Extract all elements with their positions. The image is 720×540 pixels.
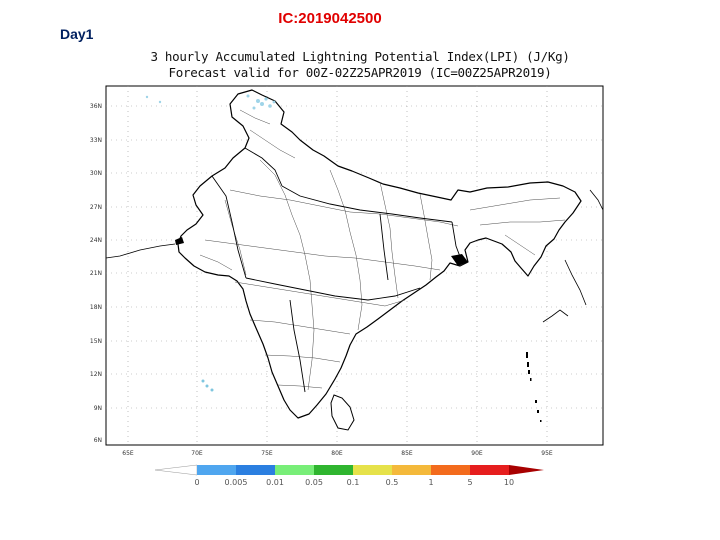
state-boundaries xyxy=(211,147,463,393)
lat-tick-label: 9N xyxy=(94,405,102,412)
initial-condition-label: IC:2019042500 xyxy=(278,10,382,27)
lat-tick-label: 18N xyxy=(90,304,102,311)
neighbouring-coastlines xyxy=(105,189,604,323)
colorbar-segment xyxy=(392,465,431,475)
day-label: Day1 xyxy=(60,26,94,42)
lakshadweep-spots xyxy=(201,379,214,392)
lat-tick-label: 36N xyxy=(90,103,102,110)
kutch-region xyxy=(175,237,184,245)
lat-tick-label: 6N xyxy=(94,437,102,444)
lat-tick-label: 24N xyxy=(90,237,102,244)
latitude-tick-labels: 36N 33N 30N 27N 24N 21N 18N 15N 12N 9N 6N xyxy=(90,103,102,444)
lightning-potential-spots xyxy=(145,94,276,110)
map-title-line1: 3 hourly Accumulated Lightning Potential… xyxy=(150,49,570,64)
colorbar-label: 10 xyxy=(504,478,514,487)
lat-tick-label: 15N xyxy=(90,338,102,345)
lon-tick-label: 75E xyxy=(261,450,273,457)
lon-tick-label: 90E xyxy=(471,450,483,457)
lon-tick-label: 95E xyxy=(541,450,553,457)
colorbar-segment xyxy=(470,465,509,475)
lat-tick-label: 12N xyxy=(90,371,102,378)
lon-tick-label: 80E xyxy=(331,450,343,457)
lat-tick-label: 30N xyxy=(90,170,102,177)
colorbar-label: 0.01 xyxy=(266,478,284,487)
lpi-colorbar: 0 0.005 0.01 0.05 0.1 0.5 1 5 10 xyxy=(154,464,544,487)
colorbar-high-end xyxy=(509,465,544,475)
colorbar-segment xyxy=(275,465,314,475)
sri-lanka-outline xyxy=(330,394,355,431)
lon-tick-label: 65E xyxy=(122,450,134,457)
colorbar-label: 0.1 xyxy=(347,478,360,487)
lat-tick-label: 33N xyxy=(90,137,102,144)
colorbar-label: 0.5 xyxy=(386,478,399,487)
lon-tick-label: 85E xyxy=(401,450,413,457)
india-outline xyxy=(177,89,582,419)
colorbar-segment xyxy=(197,465,236,475)
colorbar-segment xyxy=(314,465,353,475)
colorbar-segment xyxy=(236,465,275,475)
lon-tick-label: 70E xyxy=(191,450,203,457)
lat-tick-label: 27N xyxy=(90,204,102,211)
map-title-line2: Forecast valid for 00Z-02Z25APR2019 (IC=… xyxy=(168,65,552,80)
delta-region xyxy=(451,254,468,266)
longitude-tick-labels: 65E 70E 75E 80E 85E 90E 95E xyxy=(122,450,553,457)
colorbar-segment xyxy=(431,465,470,475)
colorbar-label: 1 xyxy=(428,478,433,487)
lat-tick-label: 21N xyxy=(90,270,102,277)
colorbar-low-end xyxy=(154,464,198,476)
colorbar-label: 0.005 xyxy=(225,478,248,487)
district-boundaries xyxy=(199,109,566,391)
colorbar-label: 0 xyxy=(194,478,199,487)
colorbar-label: 0.05 xyxy=(305,478,323,487)
colorbar-label: 5 xyxy=(467,478,472,487)
colorbar-segment xyxy=(353,465,392,475)
andaman-islands xyxy=(526,352,542,422)
